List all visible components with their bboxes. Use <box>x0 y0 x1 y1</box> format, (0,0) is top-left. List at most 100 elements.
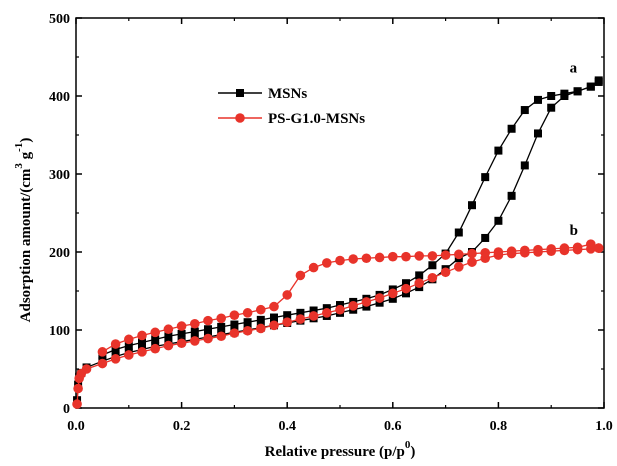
adsorption-point <box>547 104 555 112</box>
desorption-point <box>137 331 147 341</box>
desorption-point <box>296 271 306 281</box>
adsorption-point <box>296 314 306 324</box>
adsorption-point <box>348 301 358 311</box>
desorption-point <box>560 243 570 253</box>
desorption-point <box>521 106 529 114</box>
x-tick-label: 0.0 <box>67 419 85 434</box>
desorption-point <box>468 201 476 209</box>
desorption-point <box>467 249 477 259</box>
legend-marker <box>235 113 245 123</box>
series-ps-g1-msns <box>72 239 603 409</box>
curve-label-b: b <box>570 223 578 239</box>
adsorption-point <box>82 364 92 374</box>
desorption-point <box>573 243 583 253</box>
adsorption-point <box>467 257 477 267</box>
desorption-point <box>190 319 200 329</box>
desorption-point <box>560 90 568 98</box>
adsorption-point <box>309 311 319 321</box>
adsorption-point <box>428 273 438 283</box>
y-tick-label: 400 <box>49 90 70 105</box>
adsorption-point <box>256 324 266 334</box>
x-tick-label: 0.6 <box>384 419 402 434</box>
x-axis-ticks: 0.0 0.2 0.4 0.6 0.8 1.0 <box>67 18 613 434</box>
adsorption-point <box>282 317 292 327</box>
adsorption-point <box>72 399 82 409</box>
adsorption-point <box>137 347 147 357</box>
adsorption-point <box>401 284 411 294</box>
desorption-point <box>124 335 134 345</box>
desorption-point <box>494 147 502 155</box>
adsorption-point <box>322 308 332 318</box>
desorption-point <box>111 339 121 349</box>
adsorption-point <box>454 262 464 272</box>
desorption-point <box>428 251 438 261</box>
desorption-point <box>494 247 504 257</box>
desorption-point <box>547 92 555 100</box>
desorption-point <box>481 173 489 181</box>
desorption-point <box>269 302 279 312</box>
desorption-point <box>178 330 186 338</box>
desorption-point <box>455 229 463 237</box>
desorption-point <box>322 258 332 268</box>
desorption-point <box>270 314 278 322</box>
desorption-point <box>282 290 292 300</box>
adsorption-line <box>77 248 599 404</box>
desorption-point <box>164 324 174 334</box>
desorption-point <box>428 261 436 269</box>
desorption-point <box>309 263 319 273</box>
x-tick-label: 1.0 <box>595 419 613 434</box>
legend-label: MSNs <box>268 86 307 102</box>
desorption-point <box>191 328 199 336</box>
adsorption-point <box>203 334 213 344</box>
desorption-point <box>177 321 187 331</box>
desorption-point <box>257 316 265 324</box>
desorption-point <box>348 254 358 264</box>
y-tick-label: 300 <box>49 168 70 183</box>
desorption-point <box>507 246 517 256</box>
desorption-point <box>415 271 423 279</box>
y-tick-label: 100 <box>49 324 70 339</box>
adsorption-point <box>441 267 451 277</box>
adsorption-point <box>414 278 424 288</box>
desorption-point <box>587 83 595 91</box>
y-tick-label: 500 <box>49 12 70 27</box>
desorption-point <box>388 252 398 262</box>
desorption-point <box>574 87 582 95</box>
adsorption-point <box>534 129 542 137</box>
adsorption-point <box>335 305 345 315</box>
adsorption-point <box>150 344 160 354</box>
curve-label-a: a <box>570 61 578 77</box>
desorption-point <box>335 256 345 266</box>
adsorption-point <box>177 338 187 348</box>
desorption-point <box>586 239 596 249</box>
legend-label: PS-G1.0-MSNs <box>268 111 365 127</box>
adsorption-point <box>98 359 108 369</box>
adsorption-point <box>269 321 279 331</box>
desorption-point <box>441 250 451 260</box>
desorption-point <box>534 96 542 104</box>
desorption-point <box>520 246 530 256</box>
desorption-point <box>401 252 411 262</box>
desorption-point <box>480 248 490 258</box>
desorption-point <box>375 253 385 263</box>
desorption-point <box>216 314 226 324</box>
adsorption-point <box>73 384 83 394</box>
desorption-point <box>508 125 516 133</box>
desorption-point <box>243 308 253 318</box>
desorption-point <box>203 316 213 326</box>
desorption-point <box>217 323 225 331</box>
desorption-point <box>533 245 543 255</box>
legend: MSNs PS-G1.0-MSNs <box>218 86 365 127</box>
y-tick-label: 0 <box>63 402 70 417</box>
adsorption-point <box>362 297 372 307</box>
adsorption-point <box>164 341 174 351</box>
adsorption-point <box>494 217 502 225</box>
adsorption-point <box>375 293 385 303</box>
legend-marker <box>236 89 244 97</box>
desorption-point <box>546 244 556 254</box>
adsorption-point <box>190 336 200 346</box>
desorption-point <box>595 76 603 84</box>
desorption-point <box>414 251 424 261</box>
desorption-point <box>150 328 160 338</box>
